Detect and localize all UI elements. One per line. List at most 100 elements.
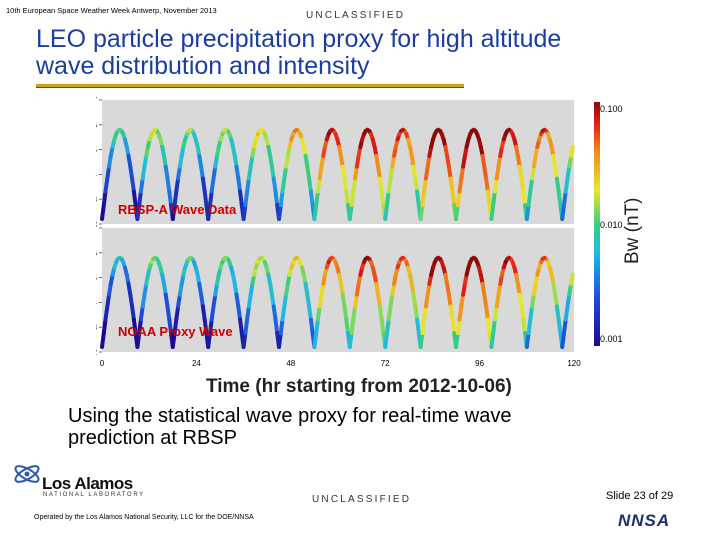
orbit-track-segment [521, 189, 527, 208]
orbit-track-segment [199, 164, 205, 181]
orbit-track-segment [489, 331, 496, 349]
orbit-track-segment [386, 304, 393, 322]
orbit-track-segment [423, 292, 430, 309]
orbit-track-segment [422, 176, 428, 194]
x-tick-label: 48 [286, 359, 295, 368]
orbit-track-segment [565, 164, 572, 181]
orbit-track-segment [151, 127, 158, 133]
slide-number: Slide 23 of 29 [606, 490, 674, 502]
orbit-track-segment [418, 331, 425, 349]
orbit-track-segment [151, 255, 158, 261]
orbit-track-segment [553, 292, 559, 309]
orbit-track-segment [528, 304, 535, 322]
orbit-track-segment [415, 317, 421, 336]
orbit-track-segment [314, 317, 320, 336]
y-tick-label: 2 [96, 348, 98, 357]
orbit-track-segment [206, 203, 212, 221]
orbit-track-segment [176, 164, 182, 181]
orbit-track-segment [273, 317, 280, 336]
orbit-track-segment [246, 164, 253, 181]
orbit-track-segment [307, 304, 313, 322]
orbit-track-segment [172, 317, 179, 336]
orbit-track-segment [517, 164, 524, 181]
orbit-track-segment [208, 317, 214, 336]
orbit-track-segment [491, 317, 497, 336]
orbit-track-segment [241, 203, 248, 221]
orbit-track-segment [388, 292, 395, 309]
y-tick-label: 3 [96, 195, 98, 204]
orbit-track-segment [307, 176, 313, 194]
orbit-track-segment [137, 317, 143, 336]
orbit-track-segment [234, 164, 241, 181]
orbit-track-segment [569, 144, 575, 158]
orbit-track-segment [278, 317, 285, 336]
colorbar-label: Bw (nT) [622, 198, 643, 265]
colorbar [594, 102, 600, 346]
orbit-track-segment [170, 203, 177, 221]
orbit-track-segment [363, 255, 370, 261]
orbit-track-segment [385, 189, 391, 208]
orbit-track-segment [385, 317, 391, 336]
orbit-track-segment [172, 189, 179, 208]
orbit-track-segment [457, 176, 464, 194]
orbit-track-segment [186, 127, 193, 133]
orbit-track-segment [448, 176, 455, 194]
orbit-track-segment [317, 164, 324, 181]
orbit-track-segment [105, 164, 112, 181]
orbit-track-segment [448, 304, 455, 322]
orbit-track-segment [138, 176, 145, 194]
orbit-track-segment [562, 189, 568, 208]
orbit-track-segment [328, 127, 335, 133]
orbit-track-segment [418, 203, 425, 221]
orbit-track-segment [560, 331, 566, 349]
orbit-track-segment [135, 331, 142, 349]
title-underline-thin [36, 87, 464, 88]
colorbar-tick-low: 0.001 [600, 334, 623, 344]
orbit-track-segment [530, 292, 536, 309]
orbit-track-segment [413, 304, 420, 322]
orbit-track-segment [234, 292, 241, 309]
orbit-track-segment [560, 203, 566, 221]
colorbar-tick-high: 0.100 [600, 104, 623, 114]
orbit-track-segment [243, 317, 250, 336]
orbit-track-segment [422, 304, 428, 322]
orbit-track-segment [292, 127, 299, 133]
orbit-track-segment [101, 317, 108, 336]
orbit-track-segment [200, 176, 207, 194]
orbit-track-segment [273, 189, 280, 208]
orbit-track-segment [562, 317, 568, 336]
y-tick-label: 7 [96, 96, 98, 105]
orbit-track-segment [305, 164, 312, 181]
orbit-track-segment [353, 292, 359, 309]
slide-title: LEO particle precipitation proxy for hig… [36, 26, 676, 80]
orbit-track-segment [469, 127, 476, 133]
orbit-track-segment [454, 331, 460, 349]
orbit-track-segment [308, 317, 315, 336]
orbit-track-segment [540, 255, 547, 261]
orbit-track-segment [554, 304, 561, 322]
x-tick-label: 24 [192, 359, 201, 368]
orbit-track-segment [271, 176, 278, 194]
title-line-2: wave distribution and intensity [36, 52, 370, 80]
orbit-track-segment [413, 176, 420, 194]
orbit-track-segment [494, 164, 501, 181]
orbit-track-segment [347, 331, 354, 349]
orbit-track-segment [269, 164, 276, 181]
nnsa-wordmark: NNSA [618, 511, 671, 530]
orbit-track-segment [167, 317, 173, 336]
orbit-track-segment [202, 317, 209, 336]
orbit-track-segment [174, 176, 181, 194]
y-tick-label: 6 [96, 121, 98, 130]
orbit-track-segment [282, 164, 289, 181]
orbit-track-segment [379, 189, 386, 208]
orbit-track-segment [105, 292, 112, 309]
orbit-track-segment [315, 304, 322, 322]
conference-label: 10th European Space Weather Week Antwerp… [6, 6, 217, 15]
orbit-track-segment [280, 176, 287, 194]
orbit-track-segment [434, 255, 441, 261]
orbit-track-segment [103, 176, 110, 194]
orbit-track-segment [174, 304, 181, 322]
orbit-track-segment [130, 176, 136, 194]
orbit-track-segment [209, 304, 216, 322]
atom-icon [14, 465, 40, 483]
